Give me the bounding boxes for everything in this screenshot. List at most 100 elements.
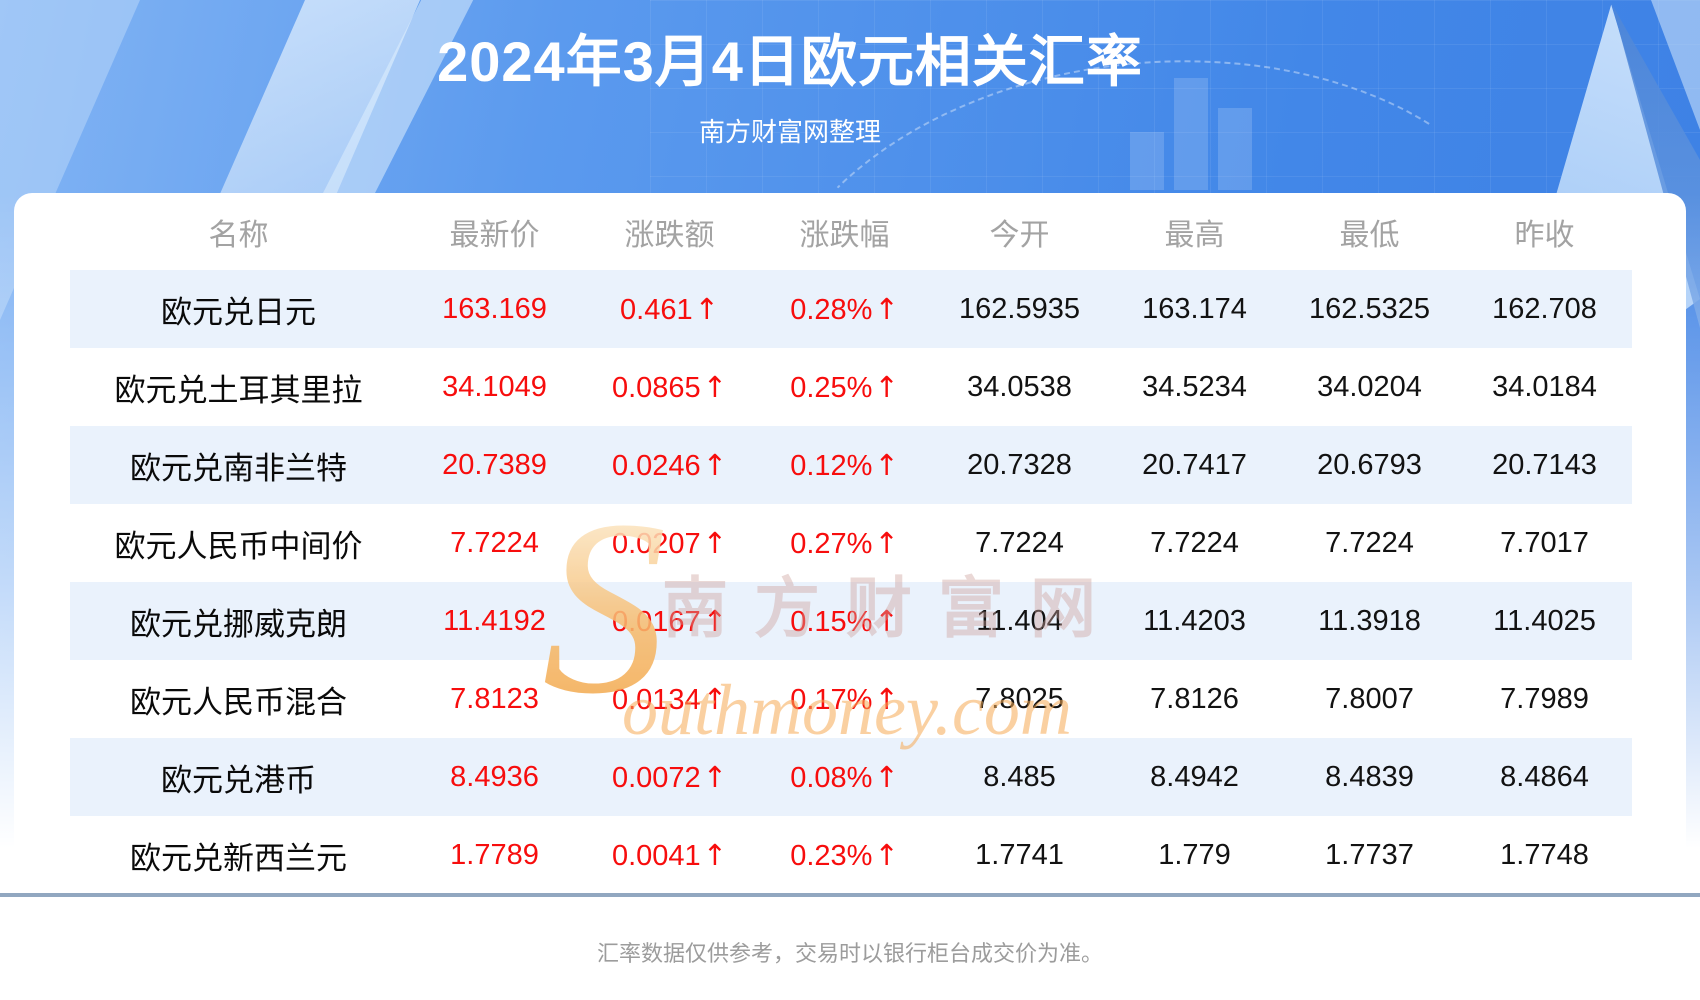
cell-latest: 20.7389 bbox=[407, 426, 582, 504]
cell-change-pct: 0.08%↑ bbox=[757, 738, 932, 816]
cell-value: 162.5325 bbox=[1309, 292, 1430, 325]
cell-value: 欧元兑港币 bbox=[161, 762, 316, 798]
cell-value: 0.0207 bbox=[611, 527, 701, 560]
table-row: 欧元人民币混合 7.8123 0.0134↑ 0.17%↑ 7.8025 7.8126 7.… bbox=[70, 660, 1632, 738]
cell-low: 8.4839 bbox=[1282, 738, 1457, 816]
footer-divider bbox=[0, 893, 1700, 897]
deco-bar-chart bbox=[1130, 78, 1290, 190]
cell-prev-close: 7.7017 bbox=[1457, 504, 1632, 582]
cell-open: 34.0538 bbox=[932, 348, 1107, 426]
cell-value: 0.12% bbox=[790, 449, 873, 482]
cell-change-pct: 0.12%↑ bbox=[757, 426, 932, 504]
cell-value: 162.5935 bbox=[959, 292, 1080, 325]
cell-value: 34.0184 bbox=[1492, 370, 1597, 403]
cell-low: 1.7737 bbox=[1282, 816, 1457, 894]
cell-high: 1.779 bbox=[1107, 816, 1282, 894]
cell-latest: 7.7224 bbox=[407, 504, 582, 582]
hero-text-block: 2024年3月4日欧元相关汇率 南方财富网整理 bbox=[0, 0, 1580, 146]
cell-change-pct: 0.17%↑ bbox=[757, 660, 932, 738]
cell-value: 1.7789 bbox=[450, 838, 539, 871]
column-header-change: 涨跌额 bbox=[624, 218, 715, 252]
cell-name: 欧元兑新西兰元 bbox=[70, 816, 407, 894]
cell-value: 0.0246 bbox=[611, 449, 701, 482]
cell-value: 163.169 bbox=[442, 292, 547, 325]
cell-value: 0.0041 bbox=[611, 839, 701, 872]
column-header-prev-close: 昨收 bbox=[1514, 218, 1575, 252]
cell-value: 欧元兑挪威克朗 bbox=[130, 606, 347, 642]
up-arrow-icon: ↑ bbox=[702, 369, 727, 404]
cell-change: 0.0134↑ bbox=[582, 660, 757, 738]
cell-change-pct: 0.28%↑ bbox=[757, 270, 932, 348]
cell-value: 0.461 bbox=[620, 293, 693, 326]
cell-name: 欧元兑港币 bbox=[70, 738, 407, 816]
cell-latest: 7.8123 bbox=[407, 660, 582, 738]
cell-change-pct: 0.15%↑ bbox=[757, 582, 932, 660]
cell-high: 11.4203 bbox=[1107, 582, 1282, 660]
cell-latest: 8.4936 bbox=[407, 738, 582, 816]
cell-open: 11.404 bbox=[932, 582, 1107, 660]
rates-card: 名称 最新价 涨跌额 涨跌幅 今开 最高 最低 昨收 欧元兑日元 163.169 0.461↑ 0.… bbox=[14, 193, 1686, 894]
cell-open: 7.7224 bbox=[932, 504, 1107, 582]
cell-value: 162.708 bbox=[1492, 292, 1597, 325]
column-header-change-pct: 涨跌幅 bbox=[799, 218, 890, 252]
up-arrow-icon: ↑ bbox=[694, 291, 719, 326]
cell-name: 欧元人民币混合 bbox=[70, 660, 407, 738]
up-arrow-icon: ↑ bbox=[702, 759, 727, 794]
cell-high: 163.174 bbox=[1107, 270, 1282, 348]
cell-value: 欧元兑土耳其里拉 bbox=[114, 372, 363, 408]
column-header-latest: 最新价 bbox=[449, 218, 540, 252]
up-arrow-icon: ↑ bbox=[874, 369, 899, 404]
up-arrow-icon: ↑ bbox=[874, 837, 899, 872]
cell-name: 欧元兑日元 bbox=[70, 270, 407, 348]
cell-value: 欧元人民币中间价 bbox=[114, 528, 363, 564]
cell-value: 8.4936 bbox=[450, 760, 539, 793]
cell-value: 20.7143 bbox=[1492, 448, 1597, 481]
up-arrow-icon: ↑ bbox=[874, 603, 899, 638]
cell-prev-close: 7.7989 bbox=[1457, 660, 1632, 738]
up-arrow-icon: ↑ bbox=[874, 759, 899, 794]
cell-change-pct: 0.25%↑ bbox=[757, 348, 932, 426]
cell-high: 7.8126 bbox=[1107, 660, 1282, 738]
cell-value: 7.8123 bbox=[450, 682, 539, 715]
cell-value: 欧元兑南非兰特 bbox=[130, 450, 347, 486]
cell-change: 0.0207↑ bbox=[582, 504, 757, 582]
cell-name: 欧元兑土耳其里拉 bbox=[70, 348, 407, 426]
up-arrow-icon: ↑ bbox=[702, 525, 727, 560]
cell-name: 欧元兑南非兰特 bbox=[70, 426, 407, 504]
table-row: 欧元人民币中间价 7.7224 0.0207↑ 0.27%↑ 7.7224 7.7224 7… bbox=[70, 504, 1632, 582]
cell-change: 0.0167↑ bbox=[582, 582, 757, 660]
cell-value: 34.0204 bbox=[1317, 370, 1422, 403]
cell-value: 163.174 bbox=[1142, 292, 1247, 325]
footer-disclaimer: 汇率数据仅供参考，交易时以银行柜台成交价为准。 bbox=[596, 941, 1103, 966]
column-header-name: 名称 bbox=[208, 218, 269, 252]
cell-value: 20.6793 bbox=[1317, 448, 1422, 481]
cell-low: 7.7224 bbox=[1282, 504, 1457, 582]
cell-prev-close: 162.708 bbox=[1457, 270, 1632, 348]
table-row: 欧元兑日元 163.169 0.461↑ 0.28%↑ 162.5935 163.174 1… bbox=[70, 270, 1632, 348]
cell-high: 7.7224 bbox=[1107, 504, 1282, 582]
cell-value: 11.4192 bbox=[443, 604, 546, 637]
cell-change: 0.0072↑ bbox=[582, 738, 757, 816]
cell-high: 8.4942 bbox=[1107, 738, 1282, 816]
cell-low: 34.0204 bbox=[1282, 348, 1457, 426]
cell-open: 8.485 bbox=[932, 738, 1107, 816]
cell-value: 20.7417 bbox=[1142, 448, 1247, 481]
table-header-row: 名称 最新价 涨跌额 涨跌幅 今开 最高 最低 昨收 bbox=[70, 193, 1632, 270]
cell-value: 20.7389 bbox=[442, 448, 547, 481]
cell-value: 0.0134 bbox=[611, 683, 701, 716]
cell-value: 34.0538 bbox=[967, 370, 1072, 403]
cell-value: 11.4203 bbox=[1143, 604, 1246, 637]
cell-change: 0.0865↑ bbox=[582, 348, 757, 426]
table-row: 欧元兑南非兰特 20.7389 0.0246↑ 0.12%↑ 20.7328 20.741… bbox=[70, 426, 1632, 504]
cell-prev-close: 20.7143 bbox=[1457, 426, 1632, 504]
column-header-high: 最高 bbox=[1164, 218, 1225, 252]
cell-value: 1.7741 bbox=[975, 838, 1064, 871]
cell-open: 1.7741 bbox=[932, 816, 1107, 894]
cell-high: 20.7417 bbox=[1107, 426, 1282, 504]
cell-value: 0.0072 bbox=[611, 761, 701, 794]
cell-value: 欧元人民币混合 bbox=[130, 684, 347, 720]
cell-value: 0.17% bbox=[790, 683, 873, 716]
cell-value: 欧元兑日元 bbox=[161, 294, 316, 330]
table-row: 欧元兑新西兰元 1.7789 0.0041↑ 0.23%↑ 1.7741 1.779 1.7… bbox=[70, 816, 1632, 894]
cell-value: 0.15% bbox=[790, 605, 873, 638]
